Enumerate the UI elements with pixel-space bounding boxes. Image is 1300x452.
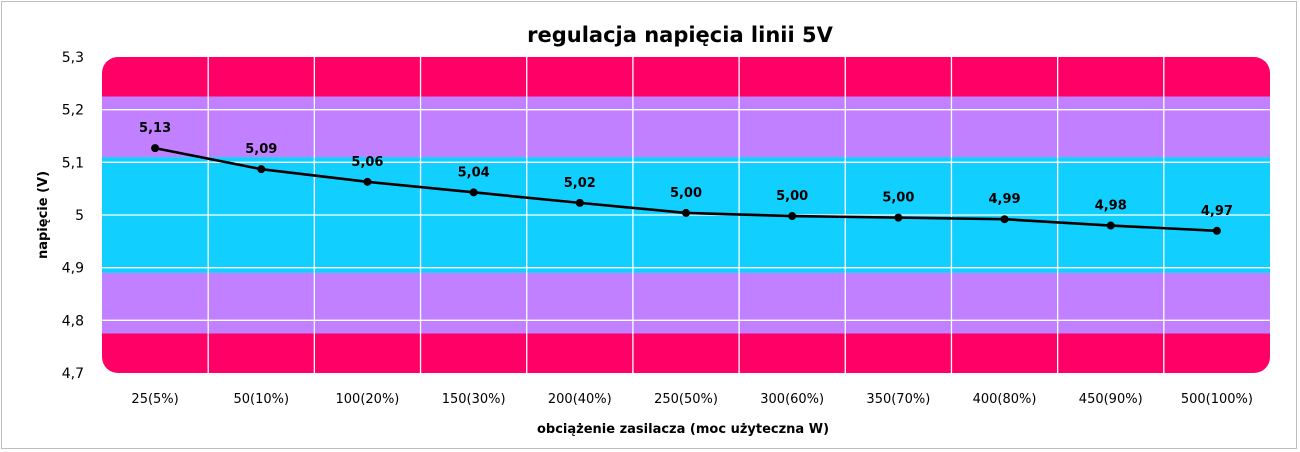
data-label: 5,00 — [882, 191, 914, 206]
y-tick-label: 4,9 — [62, 261, 84, 277]
x-tick-label: 200(40%) — [548, 392, 612, 407]
band-3 — [102, 96, 1270, 158]
x-tick-label: 100(20%) — [336, 392, 400, 407]
x-tick-label: 350(70%) — [866, 392, 930, 407]
data-point — [151, 144, 160, 153]
y-tick-label: 4,8 — [62, 313, 84, 329]
data-label: 4,97 — [1201, 204, 1233, 219]
data-label: 4,99 — [989, 192, 1021, 207]
data-point — [682, 208, 690, 217]
data-point — [1000, 215, 1009, 224]
x-tick-label: 250(50%) — [654, 392, 718, 407]
data-label: 5,00 — [670, 186, 702, 201]
data-point — [575, 198, 584, 207]
y-tick-label: 4,7 — [62, 366, 84, 382]
x-tick-label: 500(100%) — [1181, 392, 1253, 407]
data-label: 4,98 — [1095, 199, 1127, 214]
y-tick-label: 5,3 — [62, 50, 84, 66]
band-0 — [102, 333, 1270, 373]
data-point — [788, 212, 797, 221]
data-point — [1106, 221, 1115, 230]
x-tick-label: 25(5%) — [131, 392, 178, 407]
x-tick-label: 450(90%) — [1079, 392, 1143, 407]
y-axis-label: napięcie (V) — [36, 171, 51, 259]
data-point — [363, 177, 372, 186]
x-tick-label: 150(30%) — [442, 392, 506, 407]
data-point — [469, 188, 478, 197]
x-axis-label: obciążenie zasilacza (moc użyteczna W) — [537, 422, 829, 437]
data-label: 5,02 — [564, 176, 596, 191]
x-tick-label: 300(60%) — [760, 392, 824, 407]
y-tick-label: 5,2 — [62, 103, 84, 119]
data-point — [1212, 226, 1221, 235]
x-axis-ticks: 25(5%) 50(10%) 100(20%) 150(30%) 200(40%) 250… — [131, 392, 1253, 407]
series-voltage — [151, 144, 1221, 235]
band-4 — [102, 57, 1270, 97]
y-tick-label: 5,1 — [62, 155, 84, 171]
data-point — [894, 213, 903, 222]
data-label: 5,00 — [776, 189, 808, 204]
data-label: 5,04 — [458, 165, 490, 180]
band-1 — [102, 272, 1270, 334]
y-tick-label: 5 — [75, 208, 84, 224]
data-label: 5,09 — [245, 142, 277, 157]
x-tick-label: 50(10%) — [233, 392, 289, 407]
data-label: 5,06 — [351, 155, 383, 170]
x-tick-label: 400(80%) — [973, 392, 1037, 407]
data-point — [257, 165, 266, 174]
data-label: 5,13 — [139, 121, 171, 136]
data-labels: 5,13 5,09 5,06 5,04 5,02 5,00 5,00 5,00 4,99 4,98… — [139, 121, 1233, 219]
chart-title: regulacja napięcia linii 5V — [527, 23, 833, 47]
y-axis-ticks: 4,7 4,8 4,9 5 5,1 5,2 5,3 — [62, 50, 84, 382]
